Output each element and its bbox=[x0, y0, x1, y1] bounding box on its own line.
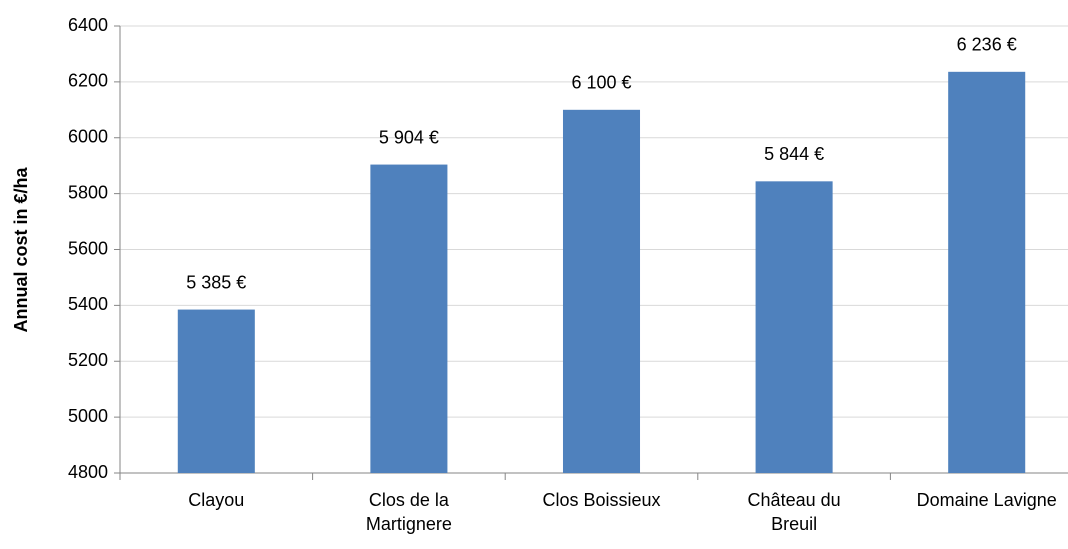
x-tick-label: Château du Breuil bbox=[747, 490, 841, 534]
y-tick-label: 5600 bbox=[68, 238, 108, 258]
data-label: 5 385 € bbox=[186, 272, 246, 292]
bar bbox=[755, 181, 833, 473]
y-tick-label: 4800 bbox=[68, 462, 108, 482]
bar bbox=[177, 309, 255, 473]
bar bbox=[562, 109, 641, 473]
data-label: 6 236 € bbox=[957, 35, 1017, 55]
y-tick-label: 6000 bbox=[68, 127, 108, 147]
y-axis-label: Annual cost in €/ha bbox=[11, 167, 31, 333]
y-tick-label: 5800 bbox=[68, 182, 108, 202]
data-label: 5 904 € bbox=[379, 127, 439, 147]
x-tick-label: Clos de la Martignere bbox=[365, 490, 452, 534]
y-tick-label: 5400 bbox=[68, 294, 108, 314]
data-label: 6 100 € bbox=[571, 73, 631, 93]
y-tick-label: 6400 bbox=[68, 15, 108, 35]
x-tick-label: Clayou bbox=[188, 490, 245, 510]
data-label: 5 844 € bbox=[764, 144, 824, 164]
y-tick-label: 6200 bbox=[68, 71, 108, 91]
y-tick-label: 5000 bbox=[68, 406, 108, 426]
x-tick-label: Clos Boissieux bbox=[542, 490, 661, 510]
x-tick-label: Domaine Lavigne bbox=[916, 490, 1057, 510]
bar bbox=[948, 71, 1026, 473]
bar bbox=[370, 164, 448, 473]
y-tick-label: 5200 bbox=[68, 350, 108, 370]
